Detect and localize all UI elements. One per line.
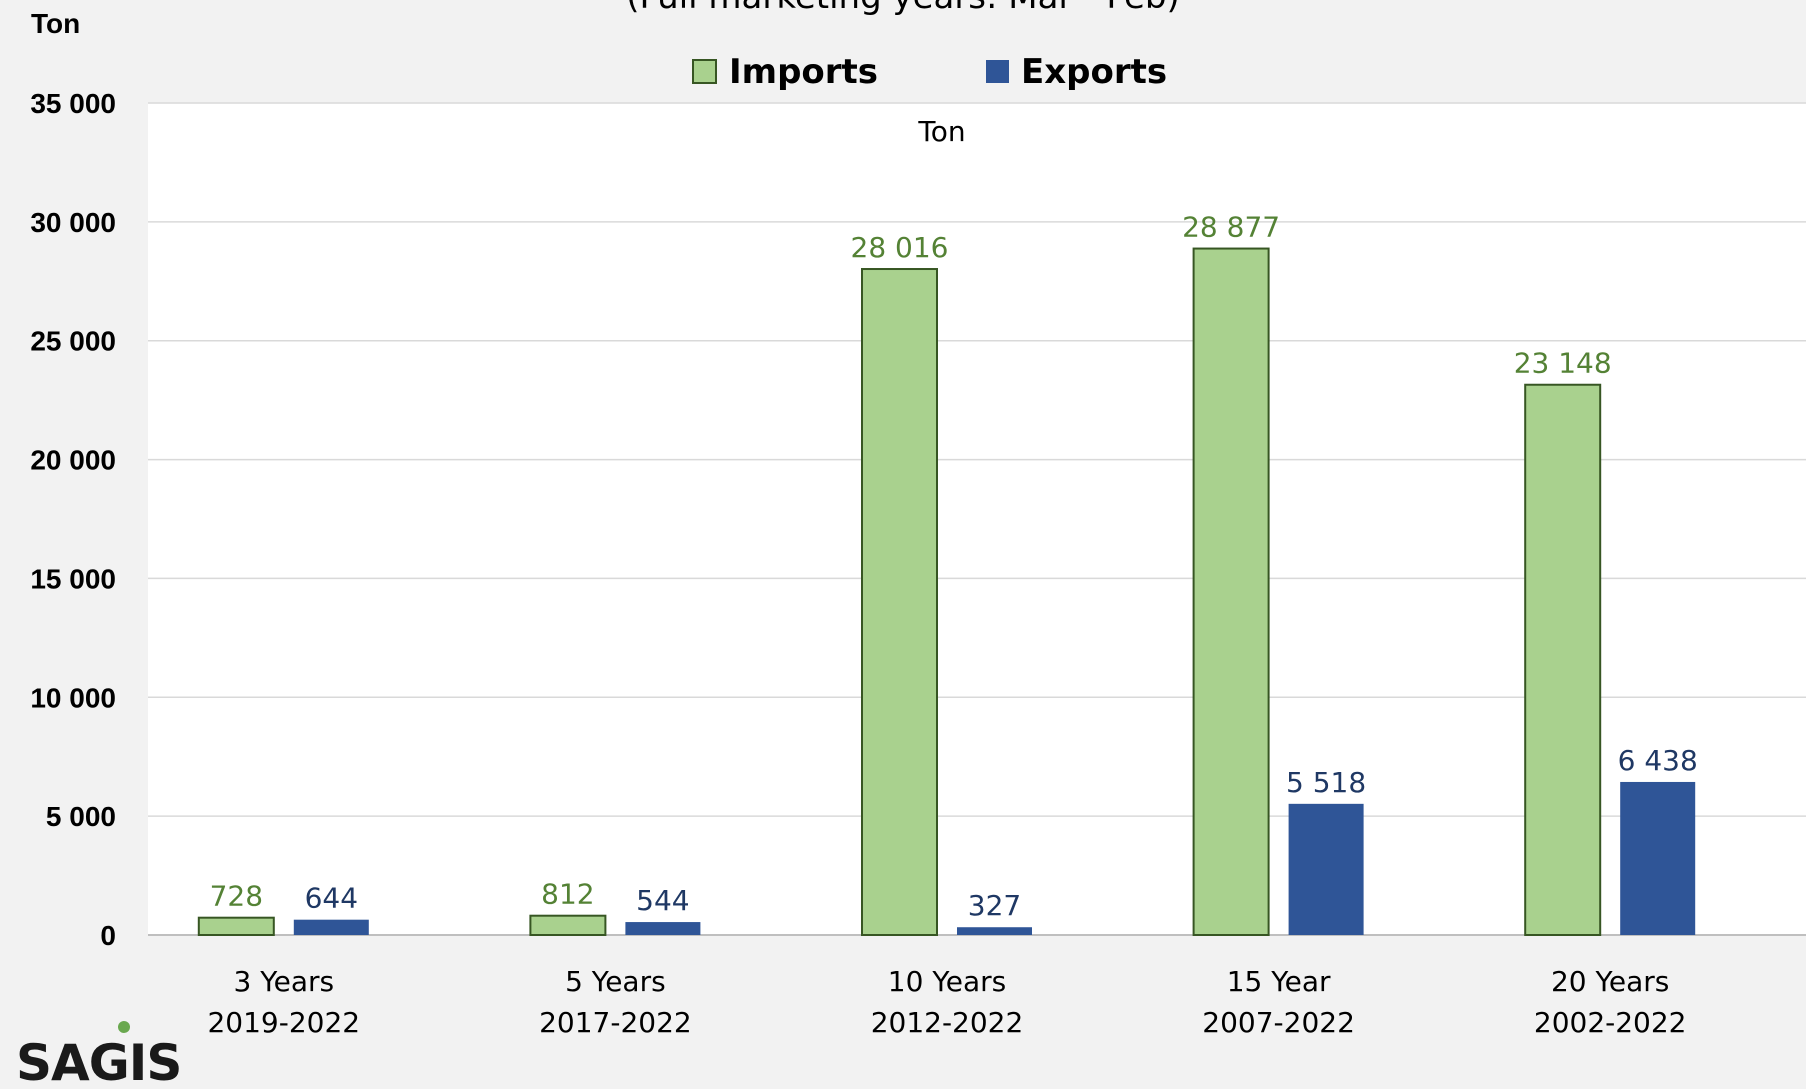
x-tick-label: 2017-2022 <box>539 1006 692 1039</box>
bar-exports <box>957 927 1032 935</box>
x-tick-label: 20 Years <box>1551 965 1669 998</box>
y-tick-label: 35 000 <box>30 88 116 119</box>
plot-inner-label: Ton <box>917 115 965 148</box>
x-tick-label: 15 Year <box>1227 965 1331 998</box>
legend-label-exports: Exports <box>1021 52 1167 92</box>
bar-imports <box>1192 247 1270 937</box>
x-axis-ticks: 3 Years 2019-2022 5 Years 2017-2022 10 Years… <box>207 965 1686 1039</box>
bar-imports <box>1524 383 1602 937</box>
bar-exports <box>625 922 701 935</box>
legend: Imports Exports <box>692 52 1167 92</box>
bars <box>197 247 1696 937</box>
data-label-imports: 28 877 <box>1182 211 1280 244</box>
bar-imports <box>529 914 607 936</box>
x-tick-label: 2007-2022 <box>1202 1006 1355 1039</box>
y-tick-label: 15 000 <box>30 563 116 594</box>
logo-dot-icon <box>118 1021 130 1033</box>
x-tick-label: 5 Years <box>565 965 666 998</box>
data-label-imports: 23 148 <box>1514 347 1612 380</box>
data-label-exports: 6 438 <box>1618 744 1698 777</box>
y-tick-label: 30 000 <box>30 207 116 238</box>
gridlines <box>148 102 1806 936</box>
sagis-logo: SAGIS <box>16 1021 182 1089</box>
y-tick-label: 25 000 <box>30 326 116 357</box>
bar-exports <box>1620 781 1696 935</box>
data-label-imports: 28 016 <box>851 231 949 264</box>
x-tick-label: 2012-2022 <box>871 1006 1024 1039</box>
y-tick-label: 20 000 <box>30 445 116 476</box>
data-labels: 728 644 812 544 28 016 327 28 877 5 518 23 148 6 … <box>210 211 1698 923</box>
bar-imports <box>197 916 275 936</box>
legend-swatch-imports <box>692 59 717 84</box>
y-tick-label: 5 000 <box>46 801 116 832</box>
x-tick-label: 2002-2022 <box>1534 1006 1687 1039</box>
logo-text: SAGIS <box>16 1034 181 1089</box>
data-label-exports: 327 <box>968 889 1021 922</box>
y-tick-label: 0 <box>100 920 116 951</box>
data-label-exports: 5 518 <box>1286 766 1366 799</box>
data-label-exports: 544 <box>636 884 689 917</box>
y-axis-ticks: 0 5 000 10 000 15 000 20 000 25 000 30 000 35 0… <box>30 88 116 951</box>
y-axis-unit-label: Ton <box>31 8 80 39</box>
legend-label-imports: Imports <box>729 52 878 92</box>
bar-exports <box>293 919 369 935</box>
x-tick-label: 10 Years <box>888 965 1006 998</box>
legend-swatch-exports <box>986 60 1009 83</box>
data-label-imports: 728 <box>210 880 263 913</box>
bar-imports <box>861 268 938 936</box>
bar-exports <box>1288 803 1364 935</box>
x-tick-label: 2019-2022 <box>207 1006 360 1039</box>
x-tick-label: 3 Years <box>234 965 335 998</box>
data-label-exports: 644 <box>305 882 358 915</box>
y-tick-label: 10 000 <box>30 682 116 713</box>
data-label-imports: 812 <box>541 878 594 911</box>
subtitle: (Full marketing years: Mar - Feb) <box>626 0 1180 17</box>
